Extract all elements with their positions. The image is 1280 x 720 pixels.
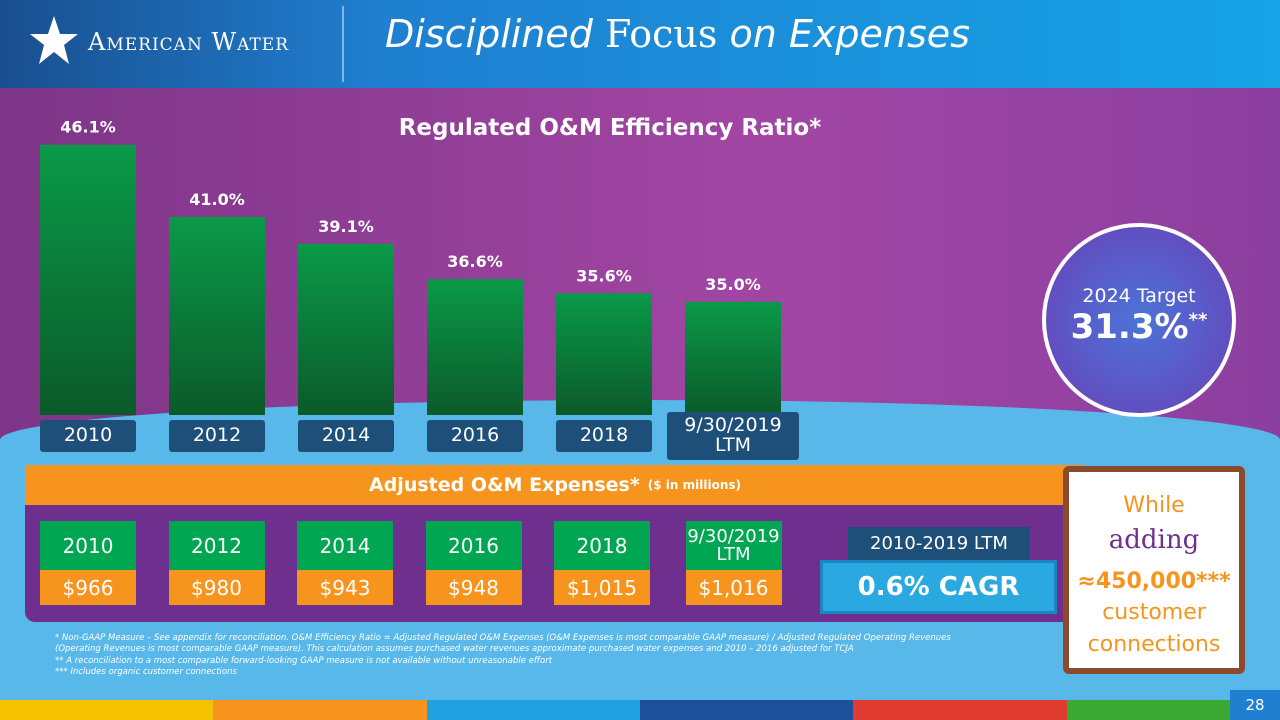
value-label: 46.1%	[60, 118, 116, 137]
expense-value: $980	[168, 570, 265, 605]
logo-text: American Water	[88, 28, 290, 56]
footnote: * Non-GAAP Measure – See appendix for re…	[55, 633, 951, 655]
bar	[685, 301, 781, 415]
value-label: 36.6%	[447, 252, 503, 271]
expenses-title: Adjusted O&M Expenses*	[369, 474, 640, 496]
footnote: *** Includes organic customer connection…	[55, 667, 237, 678]
separator	[342, 6, 344, 82]
slide-title: Disciplined Focus on Expenses	[385, 12, 970, 56]
color-strip	[0, 700, 1280, 720]
expense-year: 2012	[168, 521, 265, 570]
cagr-value: 0.6% CAGR	[820, 560, 1057, 614]
bar	[40, 144, 136, 416]
bar	[298, 243, 394, 415]
chart: Regulated O&M Efficiency Ratio* 46.1% 41.…	[40, 115, 822, 416]
value-label: 35.0%	[705, 275, 761, 294]
x-tick-label: 2012	[169, 420, 265, 452]
logo-star	[30, 16, 78, 64]
value-label: 35.6%	[576, 266, 632, 285]
x-tick-label: 2016	[427, 420, 523, 452]
target-label: 2024 Target	[1082, 285, 1196, 307]
target-circle: 2024 Target 31.3%**	[1042, 223, 1236, 417]
x-tick-label: 2018	[556, 420, 652, 452]
expenses-unit: ($ in millions)	[647, 478, 741, 492]
expense-year: 2010	[40, 521, 136, 570]
x-tick-label: 2010	[40, 420, 136, 452]
cagr-label: 2010-2019 LTM	[848, 527, 1030, 560]
x-tick-label: 2014	[298, 420, 394, 452]
note-line: While	[1123, 493, 1185, 518]
expense-year: 9/30/2019 LTM	[685, 521, 782, 570]
expense-value: $1,016	[685, 570, 782, 605]
note-line: connections	[1087, 632, 1221, 658]
page-number: 28	[1230, 690, 1280, 720]
title-part: Focus	[604, 12, 718, 56]
header	[0, 0, 1280, 88]
target-value: 31.3%	[1070, 307, 1189, 347]
bar	[556, 293, 652, 415]
expense-value: $943	[297, 570, 393, 605]
title-part: Disciplined	[385, 12, 593, 56]
chart-title: Regulated O&M Efficiency Ratio*	[399, 115, 822, 141]
footnote: ** A reconciliation to a most comparable…	[55, 655, 553, 666]
expense-value: $1,015	[554, 570, 650, 605]
value-label: 41.0%	[189, 190, 245, 209]
title-part: on Expenses	[729, 12, 970, 56]
expense-value: $966	[40, 570, 136, 605]
expense-value: $948	[425, 570, 522, 605]
expense-year: 2018	[554, 521, 650, 570]
note-line: ≈450,000***	[1077, 568, 1231, 594]
note-line: adding	[1108, 524, 1200, 555]
bar	[169, 216, 265, 415]
expenses-header: Adjusted O&M Expenses* ($ in millions)	[25, 465, 1085, 505]
footnotes: * Non-GAAP Measure – See appendix for re…	[55, 633, 975, 679]
expense-year: 2016	[425, 521, 522, 570]
bar	[427, 279, 523, 415]
x-tick-label: 9/30/2019 LTM	[667, 412, 799, 460]
note-line: customer	[1102, 600, 1206, 626]
expense-year: 2014	[297, 521, 393, 570]
clipboard: While adding ≈450,000*** customer connec…	[1063, 466, 1245, 674]
target-mark: **	[1188, 309, 1208, 331]
value-label: 39.1%	[318, 217, 374, 236]
